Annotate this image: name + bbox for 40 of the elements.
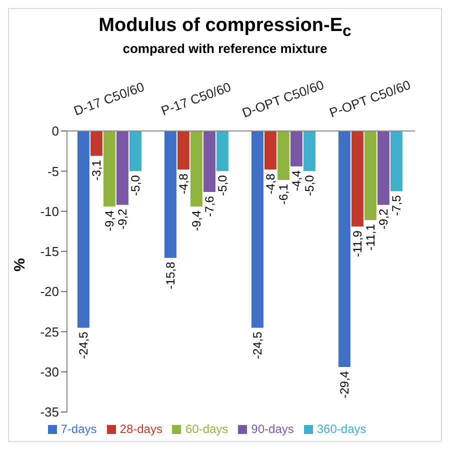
data-label: -5,0 — [215, 174, 230, 196]
data-label: -5,0 — [302, 174, 316, 196]
x-tick-label: D-OPT C50/60 — [240, 76, 326, 120]
legend-label: 90-days — [251, 422, 294, 436]
data-label: -9,2 — [115, 208, 130, 230]
x-tick-label: P-OPT C50/60 — [327, 76, 412, 120]
y-tick-label: -20 — [40, 284, 59, 299]
data-label: -7,6 — [202, 196, 216, 216]
data-label: -9,2 — [376, 208, 390, 230]
y-tick-label: -25 — [40, 324, 59, 340]
data-label: -29,4 — [337, 370, 352, 398]
y-tick-label: -30 — [40, 364, 59, 380]
data-label: -4,8 — [263, 173, 278, 194]
y-tick-label: 0 — [52, 123, 59, 138]
y-tick-label: -35 — [40, 404, 59, 420]
data-label: -9,4 — [189, 210, 204, 231]
y-tick-label: -5 — [47, 164, 59, 179]
chart-title: Modulus of compression-E$_{c}$ — [98, 15, 352, 41]
data-label: -11,1 — [363, 224, 378, 250]
data-label: -4,4 — [289, 170, 304, 191]
y-tick-label: -10 — [40, 204, 59, 219]
data-label: -24,5 — [250, 331, 264, 359]
data-label: -15,8 — [163, 261, 178, 290]
y-axis-title: % — [11, 258, 28, 272]
x-tick-label: P-17 C50/60 — [159, 79, 233, 118]
legend-label: 7-days — [60, 422, 97, 436]
data-label: -4,8 — [176, 173, 190, 194]
data-label: -11,9 — [350, 230, 364, 257]
x-tick-label: D-17 C50/60 — [72, 78, 146, 118]
y-tick-label: -15 — [40, 244, 59, 259]
legend-label: 60-days — [185, 422, 228, 436]
legend-label: 360-days — [316, 422, 366, 436]
data-label: -3,1 — [89, 159, 104, 180]
legend-label: 28-days — [120, 422, 162, 436]
data-label: -6,1 — [276, 183, 290, 204]
data-label: -9,4 — [102, 210, 116, 231]
data-label: -24,5 — [76, 331, 90, 359]
data-label: -5,0 — [128, 174, 142, 196]
chart-subtitle: compared with reference mixture — [122, 40, 328, 56]
data-label: -7,5 — [389, 194, 404, 216]
